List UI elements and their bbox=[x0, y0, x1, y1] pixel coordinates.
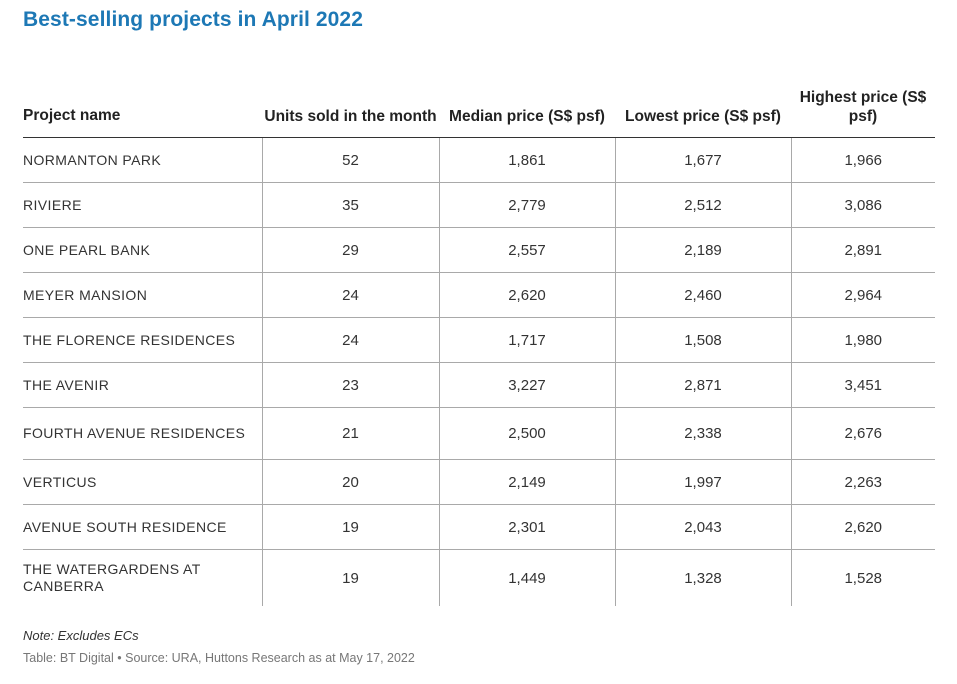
units-sold-cell: 23 bbox=[262, 362, 440, 408]
table-row: MEYER MANSION 24 2,620 2,460 2,964 bbox=[23, 272, 935, 318]
project-name-cell: MEYER MANSION bbox=[23, 272, 263, 318]
best-selling-projects-table: Project name Units sold in the month Med… bbox=[23, 70, 935, 606]
lowest-price-cell: 2,338 bbox=[615, 407, 792, 460]
median-price-cell: 1,861 bbox=[439, 137, 616, 183]
table-source: Table: BT Digital • Source: URA, Huttons… bbox=[23, 651, 415, 665]
lowest-price-cell: 2,871 bbox=[615, 362, 792, 408]
median-price-cell: 3,227 bbox=[439, 362, 616, 408]
highest-price-cell: 1,528 bbox=[844, 569, 883, 587]
project-name-cell: VERTICUS bbox=[23, 459, 263, 505]
median-price-cell: 2,500 bbox=[439, 407, 616, 460]
column-header-project-name: Project name bbox=[23, 70, 262, 138]
median-price-cell: 2,620 bbox=[439, 272, 616, 318]
highest-price-cell: 1,980 bbox=[791, 317, 935, 363]
highest-price-cell: 2,891 bbox=[791, 227, 935, 273]
table-note: Note: Excludes ECs bbox=[23, 628, 139, 643]
median-price-cell: 1,449 bbox=[439, 549, 616, 606]
table-row: NORMANTON PARK 52 1,861 1,677 1,966 bbox=[23, 137, 935, 183]
median-price-cell: 2,779 bbox=[439, 182, 616, 228]
table-row: RIVIERE 35 2,779 2,512 3,086 bbox=[23, 182, 935, 228]
project-name-cell: THE WATERGARDENS AT CANBERRA bbox=[23, 549, 263, 606]
units-sold-cell: 20 bbox=[262, 459, 440, 505]
units-sold-cell: 19 bbox=[262, 504, 440, 550]
project-name-cell: NORMANTON PARK bbox=[23, 137, 263, 183]
highest-price-cell: 2,620 bbox=[791, 504, 935, 550]
highest-price-cell: 2,964 bbox=[791, 272, 935, 318]
project-name-cell: ONE PEARL BANK bbox=[23, 227, 263, 273]
units-sold-cell: 24 bbox=[262, 317, 440, 363]
lowest-price-cell: 1,677 bbox=[615, 137, 792, 183]
column-header-lowest-price: Lowest price (S$ psf) bbox=[615, 70, 791, 138]
table-row: THE AVENIR 23 3,227 2,871 3,451 bbox=[23, 362, 935, 408]
units-sold-cell: 21 bbox=[262, 407, 440, 460]
highest-price-cell: 1,966 bbox=[791, 137, 935, 183]
project-name-cell: THE AVENIR bbox=[23, 362, 263, 408]
highest-price-cell: 3,451 bbox=[791, 362, 935, 408]
highest-price-cell: 2,263 bbox=[791, 459, 935, 505]
lowest-price-cell: 2,043 bbox=[615, 504, 792, 550]
project-name-cell: RIVIERE bbox=[23, 182, 263, 228]
table-row: THE FLORENCE RESIDENCES 24 1,717 1,508 1… bbox=[23, 317, 935, 363]
units-sold-cell: 24 bbox=[262, 272, 440, 318]
median-price-cell: 2,149 bbox=[439, 459, 616, 505]
units-sold-cell: 29 bbox=[262, 227, 440, 273]
lowest-price-cell: 1,997 bbox=[615, 459, 792, 505]
lowest-price-cell: 2,460 bbox=[615, 272, 792, 318]
units-sold-cell: 35 bbox=[262, 182, 440, 228]
header-row: Project name Units sold in the month Med… bbox=[23, 70, 935, 138]
project-name-cell: FOURTH AVENUE RESIDENCES bbox=[23, 407, 263, 460]
units-sold-cell: 52 bbox=[262, 137, 440, 183]
lowest-price-cell: 1,328 bbox=[615, 549, 792, 606]
lowest-price-cell: 1,508 bbox=[615, 317, 792, 363]
table-row: FOURTH AVENUE RESIDENCES 21 2,500 2,338 … bbox=[23, 407, 935, 460]
lowest-price-cell: 2,512 bbox=[615, 182, 792, 228]
table-row: AVENUE SOUTH RESIDENCE 19 2,301 2,043 2,… bbox=[23, 504, 935, 550]
units-sold-cell: 19 bbox=[262, 549, 440, 606]
column-header-median-price: Median price (S$ psf) bbox=[439, 70, 615, 138]
highest-price-cell: 3,086 bbox=[791, 182, 935, 228]
table-row: VERTICUS 20 2,149 1,997 2,263 bbox=[23, 459, 935, 505]
lowest-price-cell: 2,189 bbox=[615, 227, 792, 273]
highest-price-cell: 2,676 bbox=[791, 407, 935, 460]
table-title: Best-selling projects in April 2022 bbox=[23, 8, 363, 31]
median-price-cell: 2,557 bbox=[439, 227, 616, 273]
table-row: THE WATERGARDENS AT CANBERRA 19 1,449 1,… bbox=[23, 549, 935, 606]
median-price-cell: 2,301 bbox=[439, 504, 616, 550]
project-name-cell: THE FLORENCE RESIDENCES bbox=[23, 317, 263, 363]
table-row: ONE PEARL BANK 29 2,557 2,189 2,891 bbox=[23, 227, 935, 273]
column-header-units-sold: Units sold in the month bbox=[262, 70, 439, 138]
column-header-highest-price: Highest price (S$ psf) bbox=[791, 70, 935, 138]
project-name-cell: AVENUE SOUTH RESIDENCE bbox=[23, 504, 263, 550]
median-price-cell: 1,717 bbox=[439, 317, 616, 363]
